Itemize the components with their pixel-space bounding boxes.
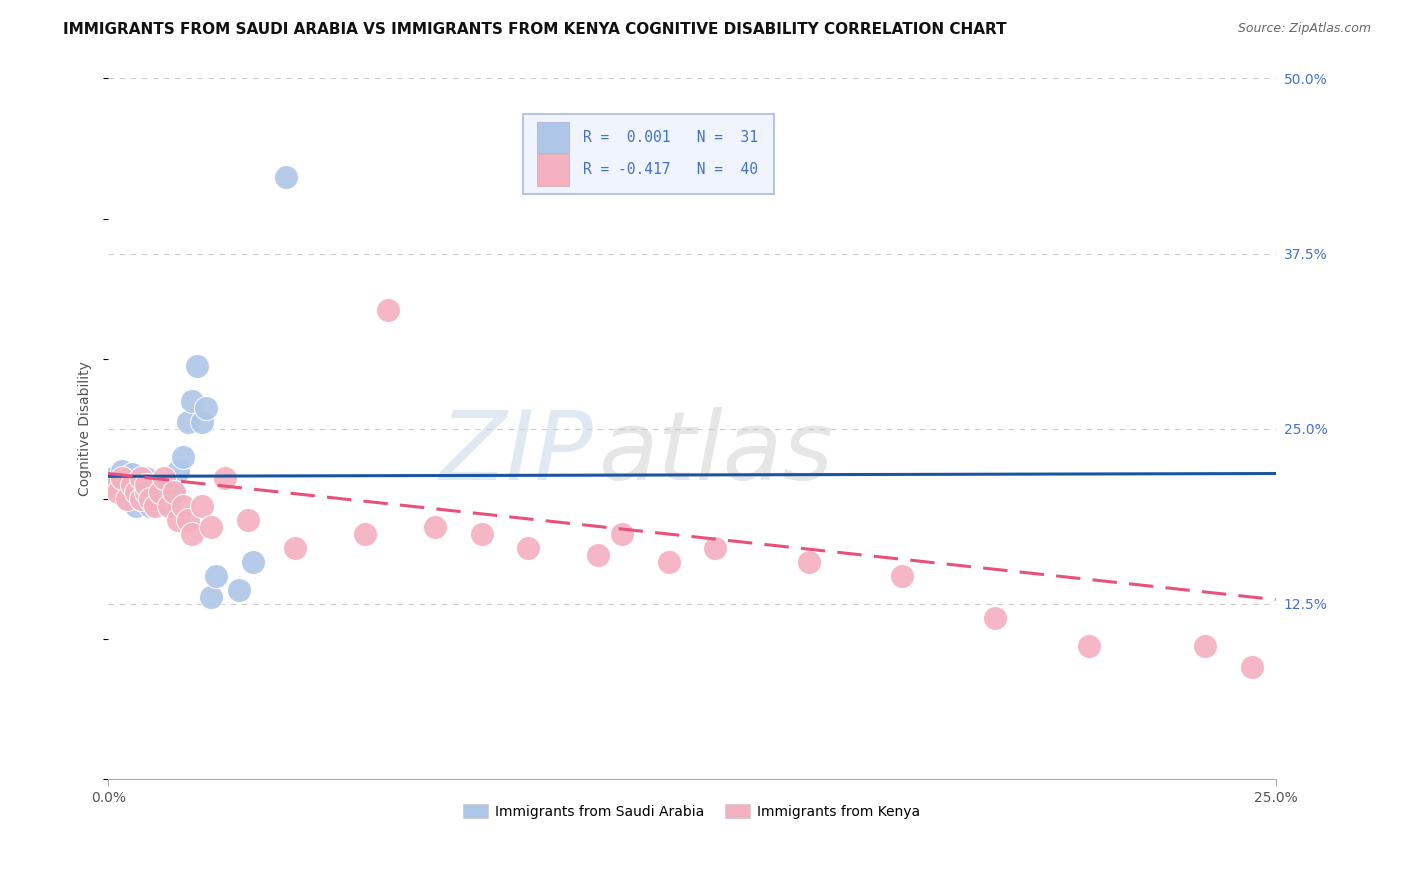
Point: [139, 499, 162, 513]
FancyBboxPatch shape: [537, 122, 569, 153]
Point: [125, 499, 148, 513]
Point: [228, 582, 250, 597]
Text: atlas: atlas: [599, 407, 834, 500]
Point: [157, 499, 180, 513]
Point: [190, 499, 212, 513]
FancyBboxPatch shape: [523, 113, 773, 194]
Point: [143, 499, 166, 513]
Point: [186, 359, 208, 373]
Point: [284, 541, 307, 555]
Text: R = -0.417   N =  40: R = -0.417 N = 40: [583, 162, 758, 178]
Point: [471, 526, 494, 541]
Point: [129, 491, 152, 506]
Point: [125, 484, 148, 499]
Point: [1194, 639, 1216, 653]
Point: [115, 491, 138, 506]
Point: [115, 491, 138, 506]
Point: [101, 471, 124, 485]
Point: [167, 513, 190, 527]
Point: [797, 555, 820, 569]
Point: [657, 555, 679, 569]
Point: [139, 491, 162, 506]
Point: [162, 484, 184, 499]
Point: [200, 520, 222, 534]
Point: [135, 471, 157, 485]
Point: [242, 555, 264, 569]
Point: [149, 484, 172, 499]
Point: [195, 401, 218, 415]
Point: [200, 590, 222, 604]
Point: [107, 484, 129, 499]
Point: [135, 477, 157, 491]
Point: [214, 471, 236, 485]
Point: [153, 491, 176, 506]
Point: [143, 477, 166, 491]
Point: [1241, 660, 1264, 674]
Point: [129, 477, 152, 491]
Point: [167, 464, 190, 478]
Point: [176, 415, 198, 429]
Point: [588, 548, 610, 562]
Point: [125, 484, 148, 499]
Point: [162, 484, 184, 499]
Point: [172, 450, 194, 464]
Point: [891, 569, 914, 583]
Point: [153, 471, 176, 485]
Point: [238, 513, 260, 527]
Text: ZIP: ZIP: [439, 407, 593, 500]
Point: [704, 541, 727, 555]
Point: [129, 471, 152, 485]
Point: [190, 415, 212, 429]
Point: [1077, 639, 1099, 653]
Point: [423, 520, 446, 534]
Point: [610, 526, 633, 541]
Text: IMMIGRANTS FROM SAUDI ARABIA VS IMMIGRANTS FROM KENYA COGNITIVE DISABILITY CORRE: IMMIGRANTS FROM SAUDI ARABIA VS IMMIGRAN…: [63, 22, 1007, 37]
Point: [129, 491, 152, 506]
Point: [135, 484, 157, 499]
Point: [377, 302, 399, 317]
Legend: Immigrants from Saudi Arabia, Immigrants from Kenya: Immigrants from Saudi Arabia, Immigrants…: [458, 798, 927, 824]
Point: [107, 477, 129, 491]
Point: [984, 611, 1007, 625]
Text: Source: ZipAtlas.com: Source: ZipAtlas.com: [1237, 22, 1371, 36]
Point: [274, 169, 297, 184]
Point: [121, 477, 143, 491]
Point: [176, 513, 198, 527]
FancyBboxPatch shape: [537, 154, 569, 186]
Point: [181, 393, 204, 408]
Y-axis label: Cognitive Disability: Cognitive Disability: [79, 361, 93, 496]
Point: [204, 569, 226, 583]
Point: [111, 471, 134, 485]
Point: [157, 499, 180, 513]
Point: [181, 526, 204, 541]
Point: [121, 467, 143, 481]
Point: [111, 464, 134, 478]
Point: [143, 491, 166, 506]
Point: [149, 484, 172, 499]
Point: [517, 541, 540, 555]
Point: [139, 484, 162, 499]
Point: [115, 471, 138, 485]
Point: [172, 499, 194, 513]
Text: R =  0.001   N =  31: R = 0.001 N = 31: [583, 130, 758, 145]
Point: [101, 477, 124, 491]
Point: [354, 526, 377, 541]
